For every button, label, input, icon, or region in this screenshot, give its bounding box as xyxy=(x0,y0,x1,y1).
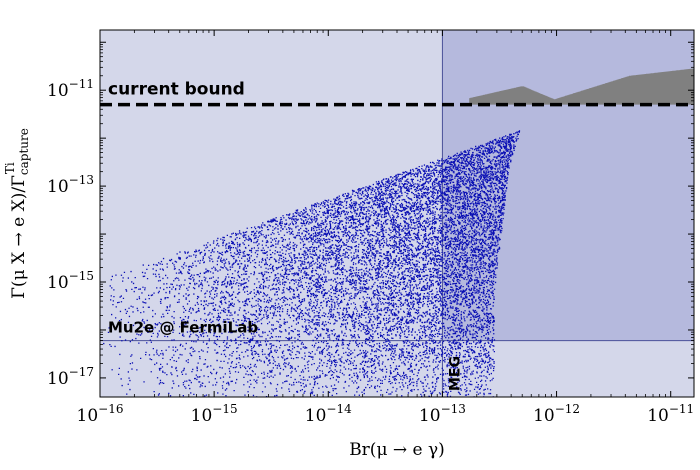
y-axis-label: Γ(μ X → e X)/ΓcaptureTi xyxy=(3,128,31,299)
y-axis-ticks: 10−17 10−15 10−13 10−11 xyxy=(47,41,694,389)
excluded-region-meg-low xyxy=(442,340,694,397)
series-blue-points xyxy=(103,130,521,397)
x-tick-label: 10−14 xyxy=(305,402,352,426)
y-tick-label: 10−13 xyxy=(47,173,94,197)
x-tick-label: 10−11 xyxy=(647,402,694,426)
x-tick-label: 10−16 xyxy=(77,402,124,426)
x-axis-label: Br(μ → e γ) xyxy=(349,440,445,460)
y-tick-label: 10−17 xyxy=(47,365,94,389)
x-tick-label: 10−13 xyxy=(419,402,466,426)
meg-region-label: MEG xyxy=(447,356,463,391)
y-tick-label: 10−15 xyxy=(47,269,94,293)
x-tick-label: 10−12 xyxy=(533,402,580,426)
x-axis-ticks: 10−16 10−15 10−14 10−13 10−12 10−11 xyxy=(77,30,694,426)
current-bound-label: current bound xyxy=(108,80,245,100)
x-tick-label: 10−15 xyxy=(191,402,238,426)
series-grey-band xyxy=(469,68,694,105)
mu2e-region-label: Mu2e @ FermiLab xyxy=(108,319,258,337)
y-tick-label: 10−11 xyxy=(47,77,94,101)
